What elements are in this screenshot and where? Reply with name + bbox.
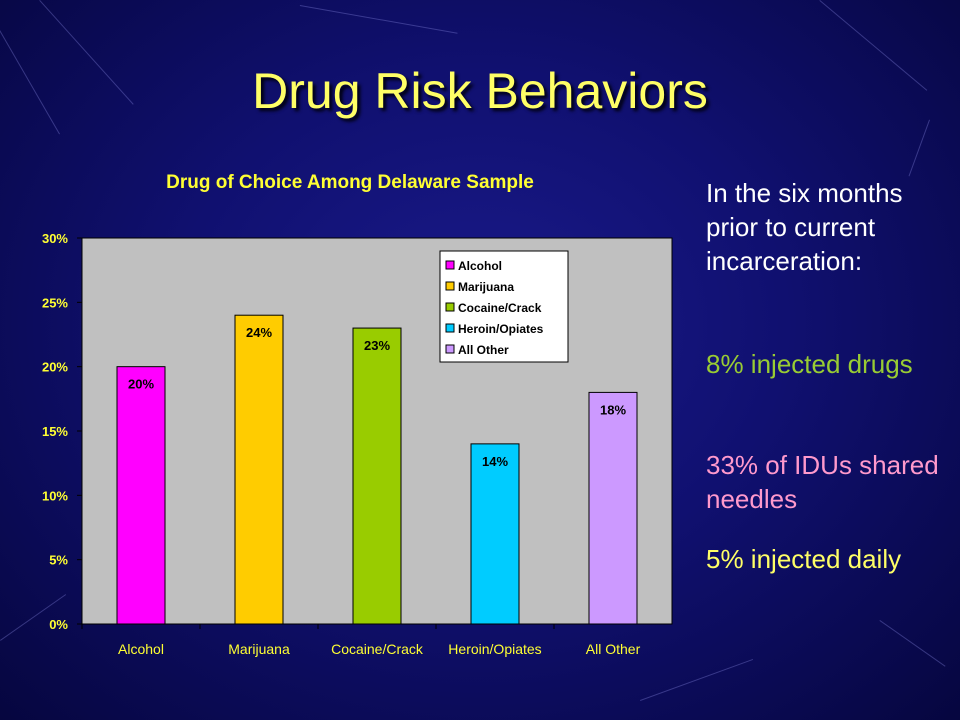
stat-shared-needles: 33% of IDUs shared needles [706, 450, 939, 514]
data-label: 18% [600, 402, 626, 417]
stat-injected-daily: 5% injected daily [706, 544, 902, 574]
legend-swatch [445, 281, 455, 291]
x-tick-label: Alcohol [118, 641, 164, 657]
data-label: 23% [364, 338, 390, 353]
y-tick-label: 0% [49, 617, 68, 632]
intro-text: In the six months prior to current incar… [706, 178, 903, 276]
y-tick-label: 25% [42, 295, 68, 310]
y-tick-label: 10% [42, 488, 68, 503]
bar-heroin-opiates [470, 443, 520, 625]
stat-injected-drugs: 8% injected drugs [706, 349, 913, 379]
data-label: 20% [128, 377, 154, 392]
y-tick-label: 15% [42, 424, 68, 439]
y-tick-label: 30% [42, 231, 68, 246]
legend-box [439, 250, 569, 363]
y-tick-label: 5% [49, 553, 68, 568]
legend-swatch [445, 260, 455, 270]
bar-marijuana [234, 314, 284, 625]
legend-swatch [445, 302, 455, 312]
bar-cocaine-crack [352, 327, 402, 625]
legend-label: Marijuana [458, 280, 514, 294]
legend-swatch [445, 323, 455, 333]
x-tick-label: All Other [586, 641, 641, 657]
legend-label: Alcohol [458, 259, 502, 273]
legend-label: Heroin/Opiates [458, 322, 544, 336]
bar-all-other [588, 391, 638, 625]
bar-alcohol [116, 366, 166, 625]
x-tick-label: Cocaine/Crack [331, 641, 424, 657]
data-label: 24% [246, 325, 272, 340]
data-label: 14% [482, 454, 508, 469]
legend-label: All Other [458, 343, 509, 357]
legend-label: Cocaine/Crack [458, 301, 542, 315]
chart-title: Drug of Choice Among Delaware Sample [166, 172, 534, 193]
x-tick-label: Marijuana [228, 641, 290, 657]
x-tick-label: Heroin/Opiates [448, 641, 541, 657]
legend-swatch [445, 344, 455, 354]
y-tick-label: 20% [42, 360, 68, 375]
slide-title: Drug Risk Behaviors [252, 63, 708, 119]
